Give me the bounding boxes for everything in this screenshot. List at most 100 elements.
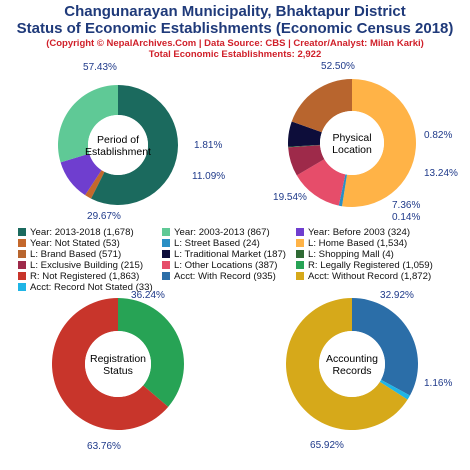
- legend-item: R: Legally Registered (1,059): [296, 261, 433, 271]
- legend-swatch: [18, 228, 26, 236]
- slice-r-not-registered: [52, 298, 169, 430]
- legend-item: L: Street Based (24): [162, 239, 260, 249]
- donut-hole: [320, 111, 384, 175]
- slice-l-other-locations: [296, 159, 346, 206]
- legend-swatch: [296, 228, 304, 236]
- donut-center-label: Status: [103, 365, 133, 377]
- slice-pct-label: 0.14%: [392, 212, 420, 223]
- legend-label: L: Exclusive Building (215): [30, 260, 144, 271]
- slice-year-2003-2013: [58, 85, 118, 163]
- slice-year-2013-2018: [91, 85, 178, 205]
- legend-swatch: [162, 272, 170, 280]
- legend-item: Year: 2013-2018 (1,678): [18, 228, 134, 238]
- legend-swatch: [162, 250, 170, 258]
- legend-swatch: [162, 261, 170, 269]
- slice-pct-label: 63.76%: [87, 441, 121, 452]
- donut-1: [288, 79, 416, 208]
- donut-2: [52, 298, 184, 430]
- legend-label: L: Shopping Mall (4): [308, 249, 394, 260]
- legend-label: Year: 2003-2013 (867): [174, 227, 270, 238]
- legend-item: L: Shopping Mall (4): [296, 250, 394, 260]
- slice-l-shopping-mall: [288, 144, 321, 148]
- slice-pct-label: 7.36%: [392, 200, 420, 211]
- legend-label: Acct: Record Not Stated (33): [30, 282, 153, 293]
- legend-swatch: [296, 250, 304, 258]
- donut-center-label: Registration: [90, 353, 146, 365]
- donut-3: [285, 298, 418, 430]
- legend-swatch: [296, 261, 304, 269]
- legend-swatch: [18, 261, 26, 269]
- slice-pct-label: 1.16%: [424, 378, 452, 389]
- donut-center-label: Period of: [97, 134, 139, 146]
- legend-label: L: Brand Based (571): [30, 249, 122, 260]
- slice-acct-record-not-stated: [379, 379, 410, 400]
- chart-title-line2: Status of Economic Establishments (Econo…: [16, 20, 454, 37]
- legend-item: L: Traditional Market (187): [162, 250, 286, 260]
- legend-item: L: Exclusive Building (215): [18, 261, 143, 271]
- legend-label: Year: Not Stated (53): [30, 238, 120, 249]
- legend: Year: 2013-2018 (1,678) Year: 2003-2013 (…: [0, 228, 470, 294]
- donut-0: [58, 85, 178, 205]
- slice-year-not-stated: [85, 170, 105, 199]
- legend-swatch: [18, 250, 26, 258]
- slice-pct-label: 0.82%: [424, 130, 452, 141]
- legend-swatch: [296, 239, 304, 247]
- legend-item: L: Other Locations (387): [162, 261, 277, 271]
- legend-item: Year: Not Stated (53): [18, 239, 120, 249]
- legend-item: Year: 2003-2013 (867): [162, 228, 270, 238]
- legend-swatch: [18, 283, 26, 291]
- slice-l-brand-based: [291, 79, 352, 133]
- slice-l-street-based: [338, 174, 347, 207]
- slice-r-legally-registered: [118, 298, 184, 407]
- legend-item: Year: Before 2003 (324): [296, 228, 410, 238]
- legend-label: R: Not Registered (1,863): [30, 271, 140, 282]
- slice-pct-label: 52.50%: [321, 61, 355, 72]
- slice-l-exclusive-building: [288, 145, 325, 176]
- legend-item: Acct: Without Record (1,872): [296, 272, 431, 282]
- slice-pct-label: 29.67%: [87, 211, 121, 222]
- legend-swatch: [296, 272, 304, 280]
- copyright-note: (Copyright © NepalArchives.Com | Data So…: [46, 38, 424, 49]
- total-establishments: Total Economic Establishments: 2,922: [148, 49, 322, 60]
- legend-label: Acct: Without Record (1,872): [308, 271, 432, 282]
- slice-pct-label: 19.54%: [273, 192, 307, 203]
- donut-center-label: Establishment: [85, 146, 151, 158]
- slice-acct-without-record: [285, 298, 408, 430]
- slice-l-home-based: [341, 79, 416, 208]
- slice-pct-label: 13.24%: [424, 168, 458, 179]
- legend-label: L: Home Based (1,534): [308, 238, 408, 249]
- donut-center-label: Records: [332, 365, 371, 377]
- slice-year-before-2003: [60, 153, 102, 196]
- legend-label: L: Traditional Market (187): [174, 249, 286, 260]
- legend-label: R: Legally Registered (1,059): [308, 260, 433, 271]
- legend-label: Acct: With Record (935): [174, 271, 276, 282]
- legend-swatch: [18, 272, 26, 280]
- donut-hole: [319, 331, 385, 397]
- donut-center-label: Location: [332, 144, 372, 156]
- legend-item: L: Home Based (1,534): [296, 239, 407, 249]
- legend-label: L: Street Based (24): [174, 238, 260, 249]
- donut-hole: [88, 115, 148, 175]
- legend-swatch: [162, 239, 170, 247]
- chart-title-line1: Changunarayan Municipality, Bhaktapur Di…: [64, 3, 406, 20]
- legend-item: Acct: Record Not Stated (33): [18, 283, 153, 293]
- legend-label: L: Other Locations (387): [174, 260, 278, 271]
- legend-label: Year: Before 2003 (324): [308, 227, 411, 238]
- slice-pct-label: 65.92%: [310, 440, 344, 451]
- donut-center-label: Physical: [332, 132, 371, 144]
- donut-hole: [85, 331, 151, 397]
- slice-l-traditional-market: [288, 121, 322, 147]
- slice-pct-label: 1.81%: [194, 140, 222, 151]
- donut-center-label: Accounting: [326, 353, 378, 365]
- slice-pct-label: 36.24%: [131, 290, 165, 301]
- slice-acct-with-record: [352, 298, 418, 396]
- slice-pct-label: 57.43%: [83, 62, 117, 73]
- legend-item: L: Brand Based (571): [18, 250, 121, 260]
- legend-item: R: Not Registered (1,863): [18, 272, 139, 282]
- legend-swatch: [162, 228, 170, 236]
- legend-swatch: [18, 239, 26, 247]
- legend-label: Year: 2013-2018 (1,678): [30, 227, 134, 238]
- slice-pct-label: 32.92%: [380, 290, 414, 301]
- legend-item: Acct: With Record (935): [162, 272, 276, 282]
